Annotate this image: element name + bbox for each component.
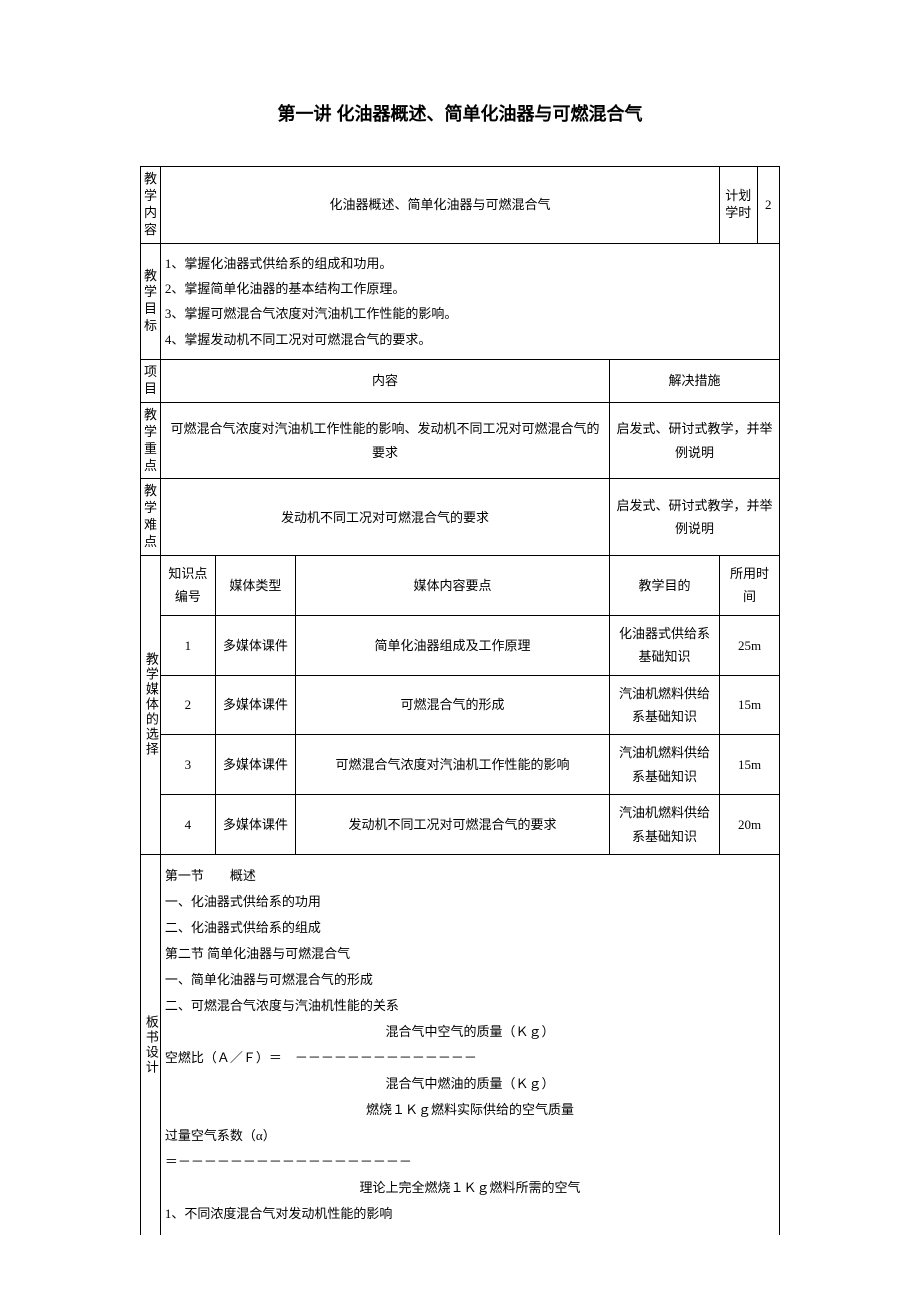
media-id: 1 xyxy=(160,615,215,675)
emphasis-content: 可燃混合气浓度对汽油机工作性能的影响、发动机不同工况对可燃混合气的要求 xyxy=(160,402,609,479)
media-type: 多媒体课件 xyxy=(215,735,295,795)
media-purpose: 汽油机燃料供给系基础知识 xyxy=(610,795,720,855)
difficulty-row: 教学难点 发动机不同工况对可燃混合气的要求 启发式、研讨式教学，并举例说明 xyxy=(141,479,780,556)
media-purpose: 汽油机燃料供给系基础知识 xyxy=(610,675,720,735)
media-header-row: 教学媒体的选择 知识点编号 媒体类型 媒体内容要点 教学目的 所用时间 xyxy=(141,556,780,616)
media-time: 25m xyxy=(720,615,780,675)
difficulty-measure: 启发式、研讨式教学，并举例说明 xyxy=(610,479,780,556)
media-row-4: 4 多媒体课件 发动机不同工况对可燃混合气的要求 汽油机燃料供给系基础知识 20… xyxy=(141,795,780,855)
difficulty-content: 发动机不同工况对可燃混合气的要求 xyxy=(160,479,609,556)
board-l2: 一、化油器式供给系的功用 xyxy=(165,889,775,915)
goal-2: 2、掌握简单化油器的基本结构工作原理。 xyxy=(165,277,775,300)
board-l5: 一、简单化油器与可燃混合气的形成 xyxy=(165,967,775,993)
plan-hours-label: 计划学时 xyxy=(720,167,758,244)
media-id: 3 xyxy=(160,735,215,795)
board-l12: ＝－－－－－－－－－－－－－－－－－－ xyxy=(165,1149,775,1175)
emphasis-row: 教学重点 可燃混合气浓度对汽油机工作性能的影响、发动机不同工况对可燃混合气的要求… xyxy=(141,402,780,479)
media-points: 可燃混合气浓度对汽油机工作性能的影响 xyxy=(295,735,609,795)
project-header-row: 项目 内容 解决措施 xyxy=(141,360,780,403)
media-label: 教学媒体的选择 xyxy=(141,556,161,855)
media-row-3: 3 多媒体课件 可燃混合气浓度对汽油机工作性能的影响 汽油机燃料供给系基础知识 … xyxy=(141,735,780,795)
media-id-header: 知识点编号 xyxy=(160,556,215,616)
board-l6: 二、可燃混合气浓度与汽油机性能的关系 xyxy=(165,993,775,1019)
project-label: 项目 xyxy=(141,360,161,403)
media-time-header: 所用时间 xyxy=(720,556,780,616)
goals-content: 1、掌握化油器式供给系的组成和功用。 2、掌握简单化油器的基本结构工作原理。 3… xyxy=(160,243,779,360)
media-purpose: 化油器式供给系基础知识 xyxy=(610,615,720,675)
goal-4: 4、掌握发动机不同工况对可燃混合气的要求。 xyxy=(165,328,775,351)
media-points: 发动机不同工况对可燃混合气的要求 xyxy=(295,795,609,855)
media-type-header: 媒体类型 xyxy=(215,556,295,616)
media-row-2: 2 多媒体课件 可燃混合气的形成 汽油机燃料供给系基础知识 15m xyxy=(141,675,780,735)
board-l1: 第一节 概述 xyxy=(165,863,775,889)
board-label: 板书设计 xyxy=(141,854,161,1235)
media-row-1: 1 多媒体课件 简单化油器组成及工作原理 化油器式供给系基础知识 25m xyxy=(141,615,780,675)
difficulty-label: 教学难点 xyxy=(141,479,161,556)
board-l3: 二、化油器式供给系的组成 xyxy=(165,915,775,941)
goals-row: 教学目标 1、掌握化油器式供给系的组成和功用。 2、掌握简单化油器的基本结构工作… xyxy=(141,243,780,360)
media-purpose-header: 教学目的 xyxy=(610,556,720,616)
content-value: 化油器概述、简单化油器与可燃混合气 xyxy=(160,167,719,244)
board-l14: 1、不同浓度混合气对发动机性能的影响 xyxy=(165,1201,775,1227)
media-points: 简单化油器组成及工作原理 xyxy=(295,615,609,675)
goal-1: 1、掌握化油器式供给系的组成和功用。 xyxy=(165,252,775,275)
media-purpose: 汽油机燃料供给系基础知识 xyxy=(610,735,720,795)
media-type: 多媒体课件 xyxy=(215,795,295,855)
content-header: 内容 xyxy=(160,360,609,403)
media-id: 4 xyxy=(160,795,215,855)
media-id: 2 xyxy=(160,675,215,735)
board-l4: 第二节 简单化油器与可燃混合气 xyxy=(165,941,775,967)
board-content: 第一节 概述 一、化油器式供给系的功用 二、化油器式供给系的组成 第二节 简单化… xyxy=(160,854,779,1235)
board-l10: 燃烧１Ｋｇ燃料实际供给的空气质量 xyxy=(165,1097,775,1123)
board-l13: 理论上完全燃烧１Ｋｇ燃料所需的空气 xyxy=(165,1175,775,1201)
content-row: 教学内容 化油器概述、简单化油器与可燃混合气 计划学时 2 xyxy=(141,167,780,244)
media-points: 可燃混合气的形成 xyxy=(295,675,609,735)
board-row: 板书设计 第一节 概述 一、化油器式供给系的功用 二、化油器式供给系的组成 第二… xyxy=(141,854,780,1235)
media-type: 多媒体课件 xyxy=(215,615,295,675)
lesson-plan-table: 教学内容 化油器概述、简单化油器与可燃混合气 计划学时 2 教学目标 1、掌握化… xyxy=(140,166,780,1235)
page-title: 第一讲 化油器概述、简单化油器与可燃混合气 xyxy=(140,100,780,126)
goals-label: 教学目标 xyxy=(141,243,161,360)
plan-hours-value: 2 xyxy=(757,167,780,244)
media-time: 20m xyxy=(720,795,780,855)
board-l9: 混合气中燃油的质量（Ｋｇ） xyxy=(165,1071,775,1097)
emphasis-label: 教学重点 xyxy=(141,402,161,479)
media-time: 15m xyxy=(720,735,780,795)
board-l11: 过量空气系数（α） xyxy=(165,1123,775,1149)
media-time: 15m xyxy=(720,675,780,735)
media-points-header: 媒体内容要点 xyxy=(295,556,609,616)
media-type: 多媒体课件 xyxy=(215,675,295,735)
content-label: 教学内容 xyxy=(141,167,161,244)
goal-3: 3、掌握可燃混合气浓度对汽油机工作性能的影响。 xyxy=(165,302,775,325)
measure-header: 解决措施 xyxy=(610,360,780,403)
board-l7: 混合气中空气的质量（Ｋｇ） xyxy=(165,1019,775,1045)
board-l8: 空燃比（Ａ／Ｆ）＝ －－－－－－－－－－－－－－ xyxy=(165,1045,775,1071)
emphasis-measure: 启发式、研讨式教学，并举例说明 xyxy=(610,402,780,479)
